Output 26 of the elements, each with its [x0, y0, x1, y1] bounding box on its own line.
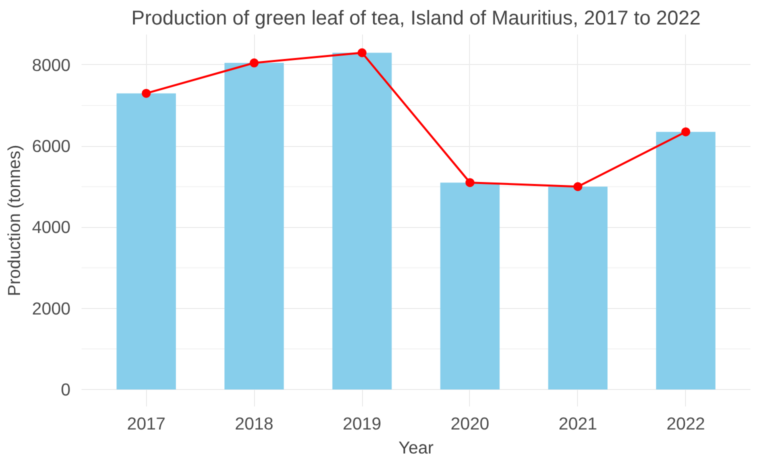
y-tick-label: 4000 — [32, 217, 71, 238]
y-axis-title: Production (tonnes) — [4, 144, 24, 296]
bar — [440, 182, 500, 390]
x-tick-label: 2020 — [450, 414, 490, 434]
point — [358, 48, 367, 58]
x-tick-label: 2022 — [666, 414, 706, 434]
bar — [224, 62, 284, 390]
chart-title: Production of green leaf of tea, Island of Mauritius, 2017 to 2022 — [131, 8, 701, 30]
x-tick-label: 2018 — [234, 414, 274, 434]
bar — [332, 52, 392, 390]
x-tick-label: 2021 — [558, 414, 598, 434]
x-axis-title: Year — [398, 438, 434, 458]
bar — [548, 186, 608, 390]
y-tick-label: 0 — [60, 379, 71, 400]
x-tick-label: 2019 — [342, 414, 382, 434]
x-tick-label: 2017 — [126, 414, 166, 434]
point — [142, 88, 151, 98]
bar — [656, 132, 716, 390]
point — [465, 178, 474, 188]
y-tick-label: 2000 — [32, 298, 71, 318]
point — [573, 182, 582, 192]
y-tick-label: 6000 — [32, 136, 71, 156]
point — [250, 58, 259, 68]
bar — [116, 93, 176, 390]
point — [681, 127, 690, 136]
y-tick-label: 8000 — [32, 54, 71, 75]
